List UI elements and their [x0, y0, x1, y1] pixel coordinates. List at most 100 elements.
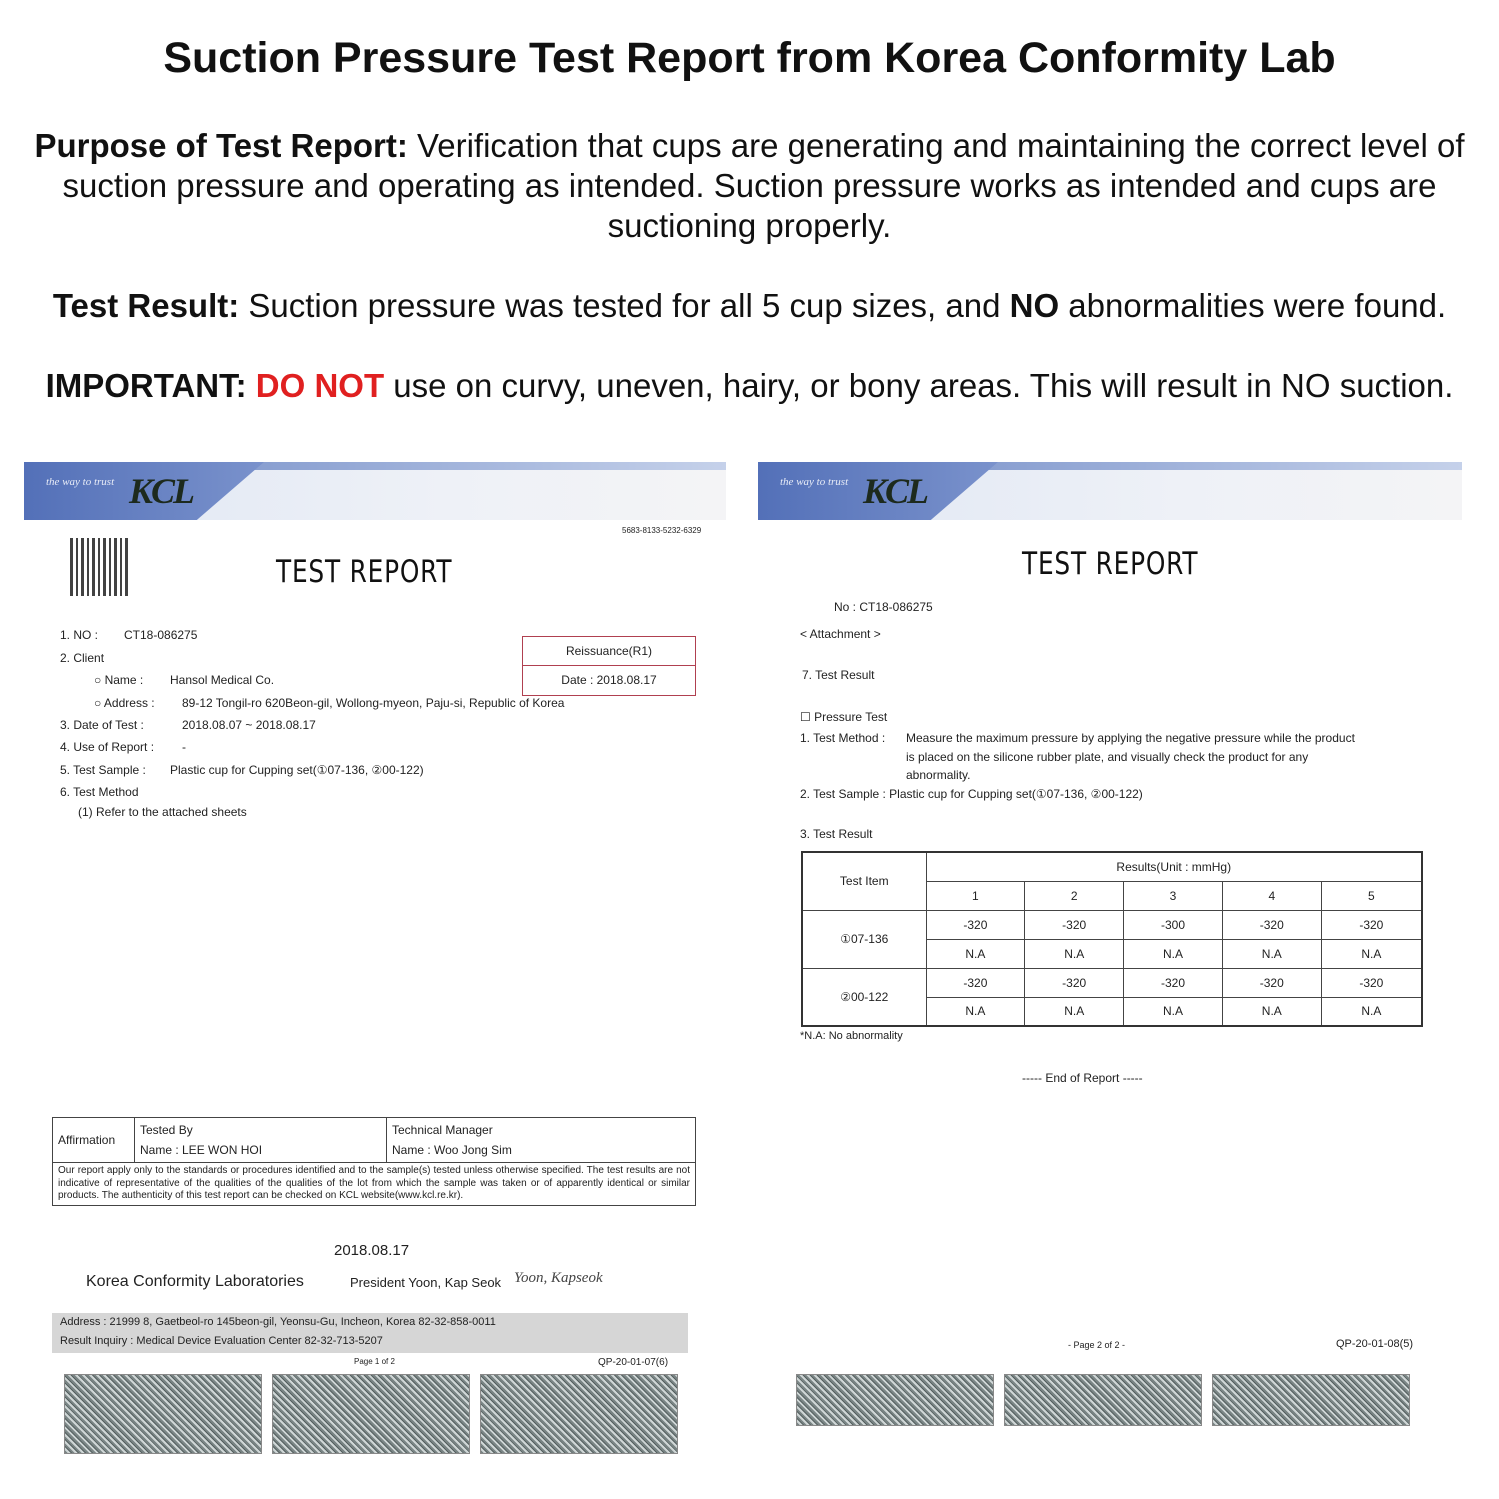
- table-cell: -320: [1320, 909, 1423, 940]
- table-cell: N.A: [1024, 938, 1125, 969]
- kcl-banner: the way to trust KCL: [24, 462, 726, 520]
- kcl-banner: the way to trust KCL: [758, 462, 1462, 520]
- table-cell: N.A: [1123, 938, 1223, 969]
- organization-name: Korea Conformity Laboratories: [86, 1273, 304, 1290]
- field-label: ○ Name :: [94, 673, 144, 687]
- table-cell: N.A: [925, 938, 1026, 969]
- form-number: QP-20-01-07(6): [598, 1357, 669, 1368]
- result-text: Suction pressure was tested for all 5 cu…: [239, 287, 1010, 324]
- issue-date: 2018.08.17: [334, 1242, 410, 1259]
- tester-name: Name : LEE WON HOI: [140, 1143, 263, 1157]
- president-signature: Yoon, Kapseok: [514, 1270, 603, 1286]
- column-header: 2: [1024, 880, 1125, 911]
- affirmation-label: Affirmation: [52, 1117, 135, 1163]
- field-label: 1. NO :: [60, 628, 99, 642]
- table-cell: N.A: [1221, 938, 1322, 969]
- client-name: Hansol Medical Co.: [170, 673, 275, 687]
- important-text: use on curvy, uneven, hairy, or bony are…: [384, 367, 1454, 404]
- result-label: Test Result:: [52, 287, 240, 324]
- table-cell: -320: [1221, 967, 1322, 998]
- field-label: ○ Address :: [94, 696, 155, 710]
- table-cell: N.A: [1221, 996, 1322, 1027]
- table-cell: N.A: [1024, 996, 1125, 1027]
- use-of-report: -: [182, 740, 186, 754]
- qr-code-icon: [70, 538, 130, 596]
- row-label: ②00-122: [801, 967, 927, 1027]
- row-label: ①07-136: [801, 909, 927, 969]
- column-header: 4: [1221, 880, 1322, 911]
- column-header: Test Item: [801, 851, 927, 911]
- report-number: CT18-086275: [124, 628, 198, 642]
- security-pattern: [796, 1374, 994, 1426]
- field-label: 5. Test Sample :: [60, 763, 146, 777]
- logo-tagline: the way to trust: [780, 476, 849, 488]
- table-cell: -320: [1221, 909, 1322, 940]
- table-cell: N.A: [925, 996, 1026, 1027]
- tested-by-label: Tested By: [140, 1123, 193, 1137]
- result-paragraph: Test Result: Suction pressure was tested…: [0, 286, 1499, 326]
- result-no: NO: [1009, 287, 1060, 324]
- field-label: 1. Test Method :: [800, 731, 886, 745]
- table-row: N.A N.A N.A N.A N.A: [802, 938, 1423, 969]
- purpose-text: suction pressure and operating as intend…: [62, 167, 1437, 204]
- test-sample: Plastic cup for Cupping set(①07-136, ②00…: [170, 763, 424, 777]
- field-label: 2. Client: [60, 651, 105, 665]
- kcl-logo: KCL: [129, 471, 195, 511]
- serial-number: 5683-8133-5232-6329: [622, 526, 702, 535]
- affirmation-table: Affirmation Tested By Name : LEE WON HOI …: [52, 1117, 696, 1206]
- table-row: ②00-122 -320 -320 -320 -320 -320: [801, 967, 1423, 1027]
- table-cell: N.A: [1320, 938, 1423, 969]
- test-method: Measure the maximum pressure by applying…: [906, 731, 1355, 745]
- table-cell: -320: [1024, 909, 1125, 940]
- pressure-test-heading: ☐ Pressure Test: [800, 710, 888, 724]
- reissuance-label: Reissuance(R1): [523, 637, 695, 666]
- security-pattern: [64, 1374, 262, 1454]
- security-pattern: [1212, 1374, 1410, 1426]
- address-bar: Address : 21999 8, Gaetbeol-ro 145beon-g…: [52, 1313, 688, 1353]
- table-cell: N.A: [1320, 996, 1423, 1027]
- president-name: President Yoon, Kap Seok: [350, 1275, 502, 1290]
- purpose-label: Purpose of Test Report:: [34, 127, 408, 164]
- column-header: 5: [1320, 880, 1423, 911]
- end-of-report: ----- End of Report -----: [1022, 1071, 1143, 1085]
- report-title: TEST REPORT: [1022, 546, 1199, 582]
- kcl-logo: KCL: [863, 471, 929, 511]
- test-method: abnormality.: [906, 768, 971, 782]
- table-cell: -320: [925, 909, 1026, 940]
- reissue-date: Date : 2018.08.17: [561, 673, 657, 687]
- disclaimer: Our report apply only to the standards o…: [52, 1162, 696, 1206]
- table-cell: -300: [1123, 909, 1223, 940]
- table-cell: -320: [925, 967, 1026, 998]
- test-sample: 2. Test Sample : Plastic cup for Cupping…: [800, 787, 1143, 801]
- table-row: ①07-136 -320 -320 -300 -320 -320: [801, 909, 1423, 969]
- report-title: TEST REPORT: [276, 554, 453, 590]
- security-pattern: [272, 1374, 470, 1454]
- result-heading: 3. Test Result: [800, 827, 873, 841]
- table-row: N.A N.A N.A N.A N.A: [802, 996, 1423, 1027]
- lab-address: Address : 21999 8, Gaetbeol-ro 145beon-g…: [60, 1316, 496, 1328]
- field-label: 3. Date of Test :: [60, 718, 144, 732]
- column-header: 1: [925, 880, 1026, 911]
- important-label: IMPORTANT:: [45, 367, 247, 404]
- test-method: (1) Refer to the attached sheets: [78, 805, 247, 819]
- important-paragraph: IMPORTANT: DO NOT use on curvy, uneven, …: [0, 366, 1499, 406]
- do-not-warning: DO NOT: [246, 367, 385, 404]
- purpose-paragraph: Purpose of Test Report: Verification tha…: [0, 126, 1499, 246]
- attachment-label: < Attachment >: [800, 627, 881, 641]
- test-date: 2018.08.07 ~ 2018.08.17: [182, 718, 316, 732]
- page-number: Page 1 of 2: [354, 1357, 395, 1366]
- test-method: is placed on the silicone rubber plate, …: [906, 750, 1309, 764]
- field-label: 4. Use of Report :: [60, 740, 155, 754]
- report-number: No : CT18-086275: [834, 600, 933, 614]
- field-label: 6. Test Method: [60, 785, 139, 799]
- form-number: QP-20-01-08(5): [1336, 1338, 1414, 1350]
- table-cell: N.A: [1123, 996, 1223, 1027]
- result-text: abnormalities were found.: [1059, 287, 1447, 324]
- section-heading: 7. Test Result: [802, 668, 875, 682]
- table-cell: -320: [1123, 967, 1223, 998]
- table-note: *N.A: No abnormality: [800, 1030, 903, 1042]
- logo-tagline: the way to trust: [46, 476, 115, 488]
- security-pattern: [1004, 1374, 1202, 1426]
- report-page-1: the way to trust KCL 5683-8133-5232-6329…: [24, 462, 726, 1462]
